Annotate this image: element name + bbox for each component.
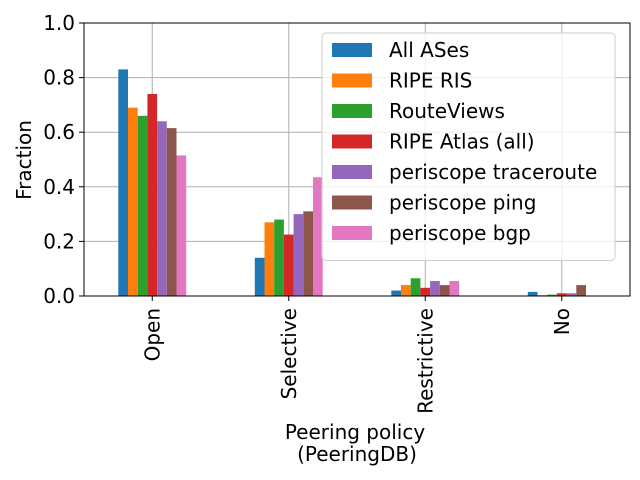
- bars: [118, 69, 586, 296]
- legend-swatch: [332, 73, 372, 88]
- y-tick-label: 1.0: [43, 11, 75, 35]
- bar-open-series-1: [128, 107, 138, 296]
- bar-restrictive-series-0: [391, 290, 401, 296]
- legend-entry-label: All ASes: [389, 38, 469, 62]
- bar-no-series-4: [566, 293, 577, 296]
- bar-selective-series-5: [303, 211, 313, 296]
- y-tick-label: 0.0: [43, 284, 75, 308]
- legend-box: [321, 32, 616, 261]
- legend-entry-label: RIPE Atlas (all): [389, 130, 535, 154]
- x-tick-label-selective: Selective: [277, 308, 301, 399]
- axis-ticks: 0.0 0.2 0.4 0.6 0.8 1.0 Open Selective Restricti…: [43, 11, 574, 414]
- legend-entry-label: periscope traceroute: [389, 160, 597, 184]
- legend-swatch: [332, 43, 372, 57]
- bar-restrictive-series-2: [410, 278, 421, 296]
- bar-open-series-2: [137, 115, 148, 296]
- bar-open-series-4: [157, 121, 167, 296]
- bar-open-series-6: [176, 155, 187, 296]
- bar-selective-series-2: [274, 219, 284, 296]
- plot-frame: [83, 22, 631, 297]
- x-tick-label-restrictive: Restrictive: [413, 308, 437, 414]
- bar-selective-series-6: [313, 177, 323, 296]
- legend-entry-label: periscope bgp: [389, 221, 531, 245]
- legend-swatch: [332, 195, 372, 210]
- bar-no-series-0: [527, 291, 538, 296]
- legend-swatch: [332, 104, 372, 118]
- y-tick-label: 0.8: [43, 66, 75, 90]
- bar-restrictive-series-5: [439, 285, 450, 296]
- bar-restrictive-series-6: [449, 280, 460, 296]
- legend-swatch: [332, 165, 372, 179]
- bar-restrictive-series-4: [430, 280, 440, 296]
- legend-swatch: [332, 134, 372, 149]
- y-tick-label: 0.4: [43, 175, 75, 199]
- y-tick-label: 0.6: [43, 120, 75, 144]
- x-tick-label-no: No: [550, 308, 574, 335]
- bar-open-series-5: [166, 128, 177, 296]
- bar-selective-series-4: [293, 214, 304, 296]
- bar-open-series-0: [118, 69, 128, 296]
- bar-selective-series-3: [283, 234, 294, 296]
- y-axis-label: Fraction: [12, 120, 36, 200]
- x-tick-label-open: Open: [140, 308, 164, 361]
- x-axis-label-line-2: (PeeringDB): [297, 442, 417, 466]
- legend-swatch: [332, 226, 372, 240]
- bar-selective-series-1: [264, 222, 275, 296]
- bar-restrictive-series-3: [420, 287, 431, 296]
- legend-entry-label: RouteViews: [389, 99, 505, 123]
- legend: All ASes RIPE RIS RouteViews RIPE Atlas (al…: [321, 32, 616, 261]
- legend-entry-label: periscope ping: [389, 191, 536, 215]
- bar-no-series-5: [576, 285, 586, 296]
- bar-open-series-3: [147, 93, 158, 296]
- bar-no-series-2: [547, 294, 557, 296]
- x-axis-label-line-1: Peering policy: [285, 420, 426, 444]
- y-tick-label: 0.2: [43, 229, 75, 253]
- bar-selective-series-0: [254, 257, 265, 296]
- bar-no-series-3: [556, 293, 567, 296]
- bar-restrictive-series-1: [401, 285, 411, 296]
- legend-entry-label: RIPE RIS: [389, 69, 472, 93]
